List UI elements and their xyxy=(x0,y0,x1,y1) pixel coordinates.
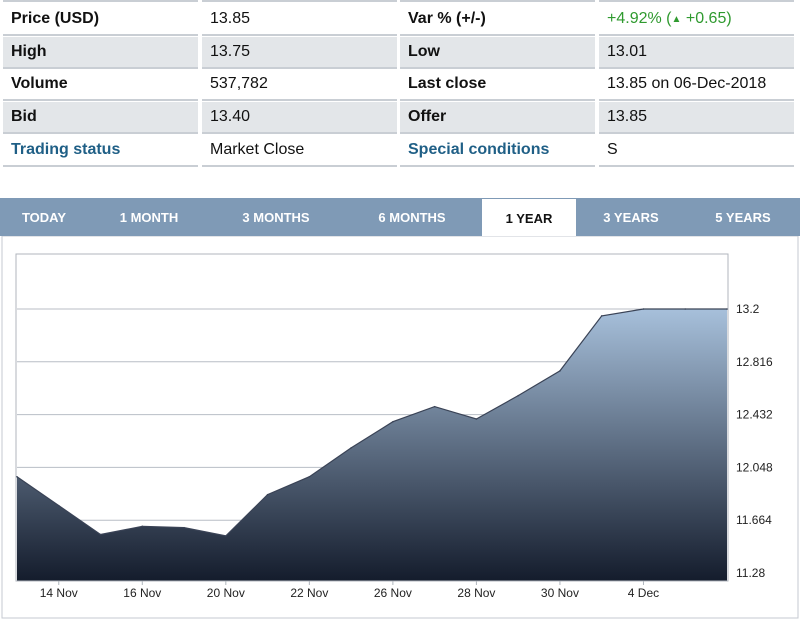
quote-row: High 13.75 Low 13.01 xyxy=(0,37,800,70)
row-divider xyxy=(202,34,397,36)
variation-value: +4.92% (▲ +0.65) xyxy=(599,4,794,34)
row-divider xyxy=(202,99,397,101)
quote-label: Price (USD) xyxy=(11,10,100,27)
row-divider xyxy=(599,67,794,69)
row-divider xyxy=(400,34,595,36)
x-tick-label: 22 Nov xyxy=(290,586,328,600)
tab-1-year[interactable]: 1 YEAR xyxy=(482,199,576,236)
period-tabs: TODAY 1 MONTH 3 MONTHS 6 MONTHS 1 YEAR 3 YEAR… xyxy=(0,198,800,236)
row-divider xyxy=(3,67,198,69)
row-divider xyxy=(400,165,595,167)
tab-6-months[interactable]: 6 MONTHS xyxy=(378,210,446,225)
row-divider xyxy=(400,67,595,69)
row-divider xyxy=(400,132,595,134)
quote-row: Trading status Market Close Special condit… xyxy=(0,135,800,168)
row-divider xyxy=(599,34,794,36)
quote-row: Price (USD) 13.85 Var % (+/-) +4.92% (▲ +0.… xyxy=(0,4,800,37)
row-divider xyxy=(202,67,397,69)
data-point xyxy=(141,525,144,528)
quote-value: 13.75 xyxy=(202,37,397,67)
price-area xyxy=(17,309,727,581)
x-tick-label: 26 Nov xyxy=(374,586,412,600)
row-divider xyxy=(3,132,198,134)
row-divider xyxy=(400,0,595,2)
row-divider xyxy=(202,165,397,167)
variation-part: ( xyxy=(661,10,672,27)
row-divider xyxy=(599,0,794,2)
plot-border xyxy=(15,253,729,582)
quote-label: Offer xyxy=(400,102,595,132)
row-divider xyxy=(599,99,794,101)
y-tick-label: 11.664 xyxy=(736,513,772,527)
data-point xyxy=(183,526,185,529)
tab-3-years[interactable]: 3 YEARS xyxy=(603,210,659,225)
y-tick-label: 12.432 xyxy=(736,408,773,422)
data-point xyxy=(99,533,102,536)
x-tick-label: 16 Nov xyxy=(123,586,161,600)
x-tick-label: 20 Nov xyxy=(207,586,245,600)
quote-row: Bid 13.40 Offer 13.85 xyxy=(0,102,800,135)
variation-part: +4.92% xyxy=(607,10,662,27)
x-tick-label: 14 Nov xyxy=(40,586,78,600)
quote-label: Volume xyxy=(11,75,68,92)
quote-value: 13.01 xyxy=(599,37,794,67)
quote-label: High xyxy=(3,37,198,67)
row-divider xyxy=(202,0,397,2)
y-tick-label: 13.2 xyxy=(736,302,760,316)
row-divider xyxy=(202,132,397,134)
price-line xyxy=(16,308,727,537)
row-divider xyxy=(3,165,198,167)
y-tick-label: 12.816 xyxy=(736,355,773,369)
data-point xyxy=(57,504,60,507)
up-arrow-icon: ▲ xyxy=(671,14,682,25)
row-divider xyxy=(599,165,794,167)
row-divider xyxy=(400,99,595,101)
data-point xyxy=(726,308,728,310)
y-tick-label: 11.28 xyxy=(736,566,765,580)
x-tick-label: 28 Nov xyxy=(457,586,495,600)
quote-value: Market Close xyxy=(210,141,305,158)
row-divider xyxy=(3,99,198,101)
tab-3-months[interactable]: 3 MONTHS xyxy=(242,210,310,225)
quote-value: 13.85 xyxy=(599,102,794,132)
special-conditions-link[interactable]: Special conditions xyxy=(408,141,550,158)
quote-value: 537,782 xyxy=(210,75,268,92)
data-point xyxy=(266,493,269,496)
data-point xyxy=(16,475,18,478)
x-tick-label: 30 Nov xyxy=(541,586,579,600)
quote-row: Volume 537,782 Last close 13.85 on 06-Dec-2… xyxy=(0,69,800,102)
data-point xyxy=(600,315,603,317)
price-chart: 13.2 12.816 12.432 12.048 11.664 11.28 14 Nov… xyxy=(0,235,800,620)
row-divider xyxy=(3,34,198,36)
data-point xyxy=(225,535,227,537)
variation-part: +0.65) xyxy=(681,10,732,27)
data-point xyxy=(559,370,561,372)
quote-label: Var % (+/-) xyxy=(408,10,486,27)
tab-1-month[interactable]: 1 MONTH xyxy=(119,210,179,225)
data-point xyxy=(684,308,687,310)
data-point xyxy=(433,405,436,408)
quote-label: Bid xyxy=(3,102,198,132)
data-point xyxy=(308,475,311,478)
row-divider xyxy=(599,132,794,134)
price-chart-svg: 13.2 12.816 12.432 12.048 11.664 11.28 14 Nov… xyxy=(1,235,799,619)
tab-5-years[interactable]: 5 YEARS xyxy=(715,210,771,225)
data-point xyxy=(642,308,645,310)
x-tick-label: 4 Dec xyxy=(628,586,659,600)
quote-value: 13.40 xyxy=(202,102,397,132)
data-point xyxy=(475,418,478,420)
trading-status-link[interactable]: Trading status xyxy=(11,141,121,158)
data-point xyxy=(392,420,394,423)
data-point xyxy=(350,447,352,449)
quote-value: S xyxy=(607,141,618,158)
quote-label: Low xyxy=(400,37,595,67)
quote-value: 13.85 on 06-Dec-2018 xyxy=(607,75,767,92)
row-divider xyxy=(3,0,198,2)
y-tick-label: 12.048 xyxy=(736,460,773,474)
data-point xyxy=(517,394,519,397)
tab-today[interactable]: TODAY xyxy=(21,210,67,225)
quote-label: Last close xyxy=(408,75,487,92)
quote-value: 13.85 xyxy=(210,10,251,27)
